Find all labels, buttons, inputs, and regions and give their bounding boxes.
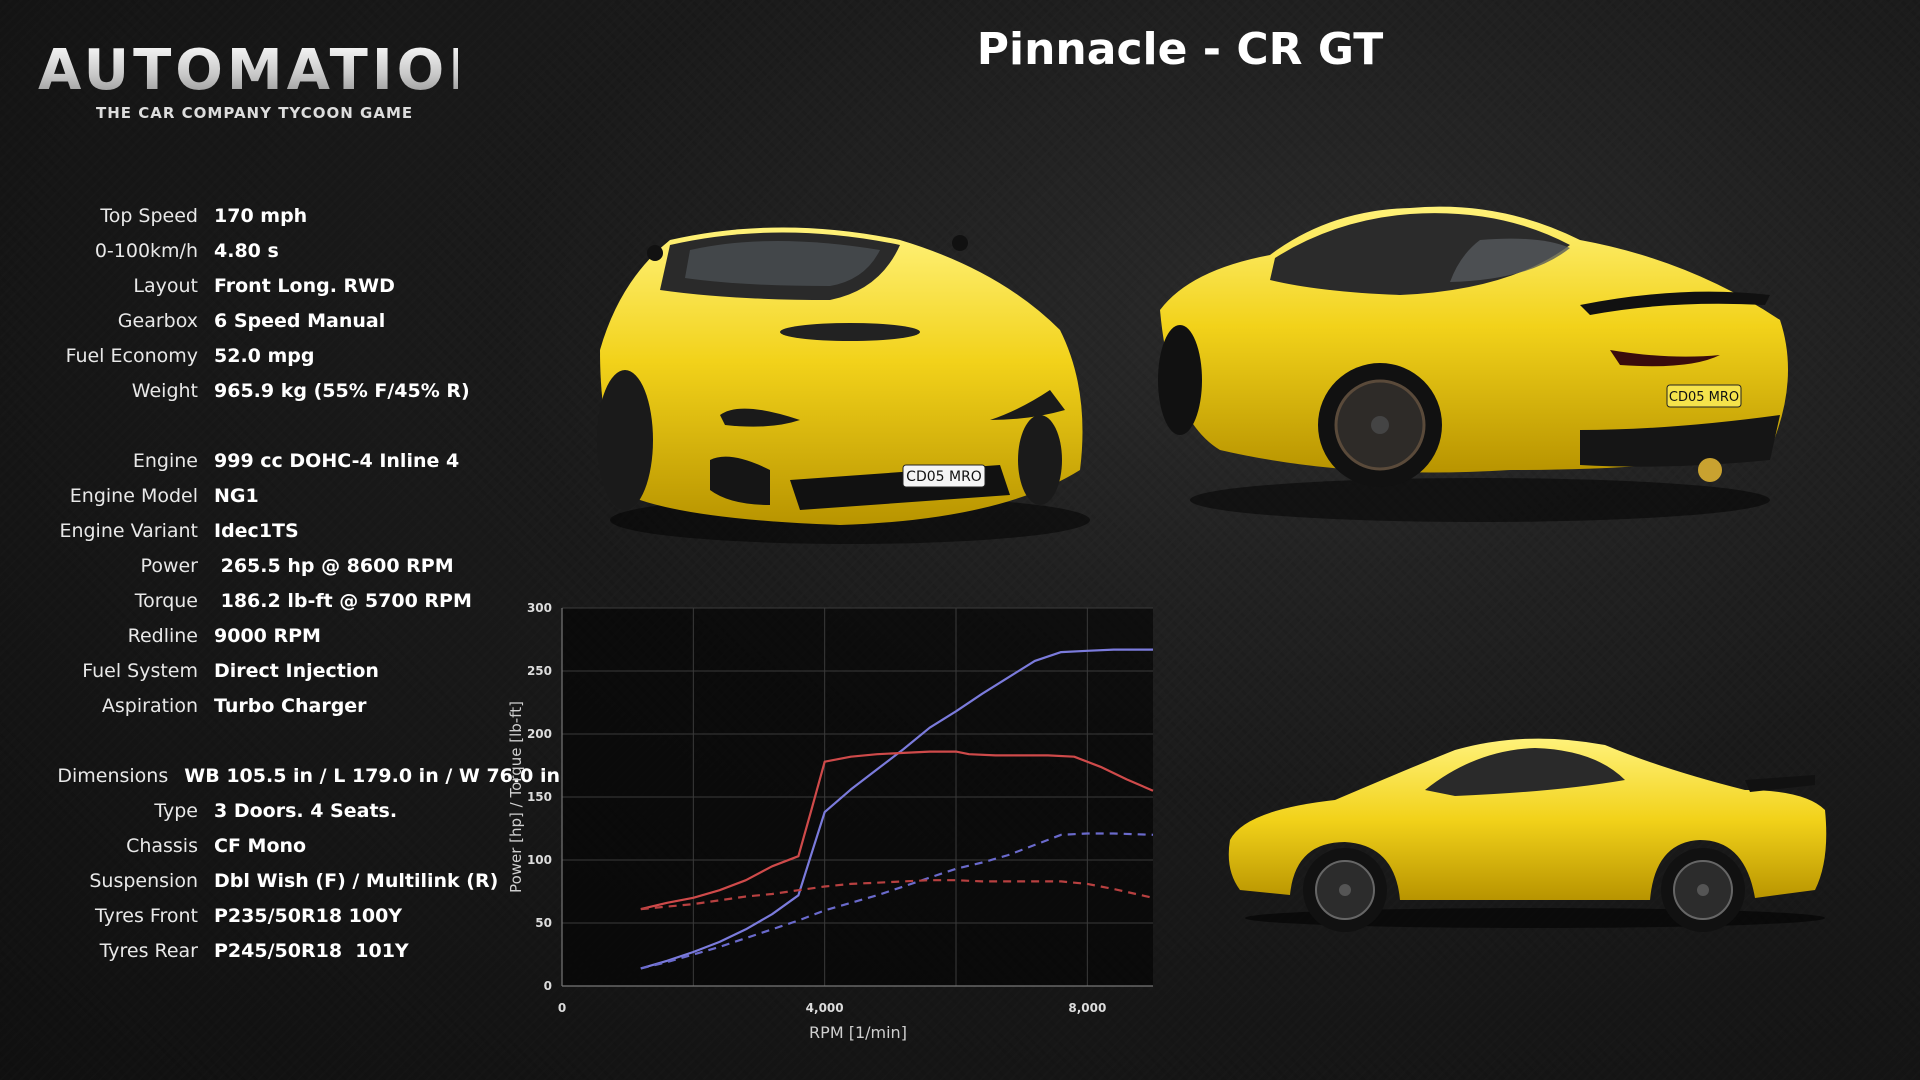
- spec-row-chassis: Chassis CF Mono: [0, 828, 560, 863]
- chart-y-tick-label: 250: [527, 664, 552, 678]
- spec-value: 999 cc DOHC-4 Inline 4: [214, 449, 460, 472]
- spec-label: Fuel System: [82, 659, 198, 682]
- chart-y-tick-label: 100: [527, 853, 552, 867]
- spec-value: WB 105.5 in / L 179.0 in / W 76.0 in: [184, 764, 560, 787]
- spec-row-weight: Weight 965.9 kg (55% F/45% R): [0, 373, 560, 408]
- spec-label: 0-100km/h: [94, 239, 198, 262]
- spec-label: Suspension: [89, 869, 198, 892]
- spec-row-engine-model: Engine Model NG1: [0, 478, 560, 513]
- spec-label: Aspiration: [101, 694, 198, 717]
- spec-value: 170 mph: [214, 204, 308, 227]
- chart-y-tick-label: 300: [527, 601, 552, 615]
- chart-line-power-economy: [640, 832, 1154, 970]
- spec-label: Layout: [133, 274, 198, 297]
- spec-label: Torque: [134, 589, 198, 612]
- chart-y-tick-label: 50: [535, 916, 552, 930]
- spec-value: Direct Injection: [214, 659, 379, 682]
- chart-ticks: 0 50 100 150 200 250 300 0 4,000 8,000: [527, 601, 1106, 1015]
- spec-label: Weight: [131, 379, 198, 402]
- spec-row-suspension: Suspension Dbl Wish (F) / Multilink (R): [0, 863, 560, 898]
- spec-row-aspiration: Aspiration Turbo Charger: [0, 688, 560, 723]
- spec-label: Gearbox: [117, 309, 198, 332]
- spec-value: P245/50R18 101Y: [214, 939, 409, 962]
- spec-row-type: Type 3 Doors. 4 Seats.: [0, 793, 560, 828]
- spec-spacer: [0, 408, 560, 443]
- spec-label: Engine Model: [69, 484, 198, 507]
- chart-x-tick-label: 0: [558, 1001, 566, 1015]
- spec-row-torque: Torque 186.2 lb-ft @ 5700 RPM: [0, 583, 560, 618]
- spec-row-tyres-front: Tyres Front P235/50R18 100Y: [0, 898, 560, 933]
- spec-value: P235/50R18 100Y: [214, 904, 403, 927]
- chart-series: [640, 648, 1154, 970]
- spec-label: Chassis: [126, 834, 198, 857]
- chart-y-tick-label: 0: [544, 979, 552, 993]
- spec-value: 965.9 kg (55% F/45% R): [214, 379, 470, 402]
- spec-value: 4.80 s: [214, 239, 279, 262]
- spec-row-dimensions: Dimensions WB 105.5 in / L 179.0 in / W 7…: [0, 758, 560, 793]
- logo-subtitle: THE CAR COMPANY TYCOON GAME: [96, 104, 414, 122]
- spec-label: Engine: [132, 449, 198, 472]
- spec-spacer: [0, 723, 560, 758]
- chart-y-tick-label: 200: [527, 727, 552, 741]
- rear-license-plate: CD05 MRO: [1669, 390, 1739, 405]
- front-license-plate: CD05 MRO: [906, 469, 982, 485]
- spec-row-layout: Layout Front Long. RWD: [0, 268, 560, 303]
- chart-y-axis-label: Power [hp] / Torque [lb-ft]: [507, 701, 525, 893]
- spec-row-redline: Redline 9000 RPM: [0, 618, 560, 653]
- chart-line-torque: [640, 750, 1154, 911]
- spec-row-gearbox: Gearbox 6 Speed Manual: [0, 303, 560, 338]
- spec-label: Top Speed: [100, 204, 198, 227]
- car-rear-view: CD05 MRO: [1158, 206, 1788, 522]
- car-front-view: CD05 MRO: [597, 227, 1090, 544]
- spec-label: Engine Variant: [59, 519, 198, 542]
- spec-list: Top Speed 170 mph 0-100km/h 4.80 s Layout F…: [0, 198, 560, 968]
- chart-x-tick-label: 8,000: [1068, 1001, 1106, 1015]
- spec-value: NG1: [214, 484, 259, 507]
- spec-row-tyres-rear: Tyres Rear P245/50R18 101Y: [0, 933, 560, 968]
- spec-label: Type: [154, 799, 198, 822]
- spec-label: Dimensions: [57, 764, 169, 787]
- chart-grid: [561, 607, 1153, 987]
- spec-value: Turbo Charger: [214, 694, 367, 717]
- car-side-view: [1228, 738, 1827, 932]
- spec-value: 9000 RPM: [214, 624, 321, 647]
- chart-line-power: [640, 648, 1153, 970]
- spec-row-fuel-economy: Fuel Economy 52.0 mpg: [0, 338, 560, 373]
- chart-y-tick-label: 150: [527, 790, 552, 804]
- spec-label: Fuel Economy: [65, 344, 198, 367]
- spec-row-power: Power 265.5 hp @ 8600 RPM: [0, 548, 560, 583]
- logo-wordmark: AUTOMATION: [38, 38, 500, 103]
- spec-value: CF Mono: [214, 834, 307, 857]
- spec-label: Power: [140, 554, 198, 577]
- spec-value: 52.0 mpg: [214, 344, 315, 367]
- spec-value: 6 Speed Manual: [214, 309, 386, 332]
- spec-row-engine: Engine 999 cc DOHC-4 Inline 4: [0, 443, 560, 478]
- spec-value: Front Long. RWD: [214, 274, 395, 297]
- page-title: Pinnacle - CR GT: [976, 24, 1384, 75]
- spec-value: 265.5 hp @ 8600 RPM: [214, 554, 454, 577]
- spec-value: Idec1TS: [214, 519, 299, 542]
- power-torque-chart: 0 50 100 150 200 250 300 0 4,000 8,000 RPM [1/min…: [507, 601, 1154, 1042]
- spec-row-top-speed: Top Speed 170 mph: [0, 198, 560, 233]
- spec-label: Tyres Rear: [99, 939, 198, 962]
- spec-value: 3 Doors. 4 Seats.: [214, 799, 398, 822]
- spec-value: Dbl Wish (F) / Multilink (R): [214, 869, 499, 892]
- automation-logo: AUTOMATION THE CAR COMPANY TYCOON GAME: [38, 38, 500, 130]
- chart-x-tick-label: 4,000: [806, 1001, 844, 1015]
- chart-x-axis-label: RPM [1/min]: [809, 1023, 907, 1042]
- spec-value: 186.2 lb-ft @ 5700 RPM: [214, 589, 472, 612]
- spec-row-acceleration: 0-100km/h 4.80 s: [0, 233, 560, 268]
- spec-label: Redline: [127, 624, 198, 647]
- spec-label: Tyres Front: [95, 904, 198, 927]
- spec-row-fuel-system: Fuel System Direct Injection: [0, 653, 560, 688]
- spec-row-engine-variant: Engine Variant Idec1TS: [0, 513, 560, 548]
